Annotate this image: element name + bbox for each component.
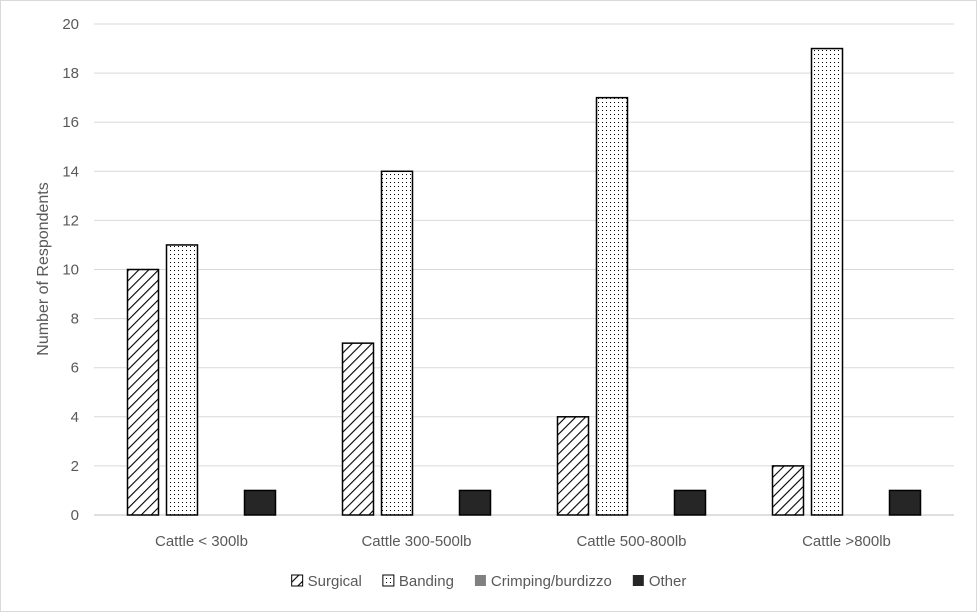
bar-other xyxy=(888,489,922,516)
gridlines xyxy=(94,23,954,516)
x-category-labels: Cattle < 300lb Cattle 300-500lb Cattle 500… xyxy=(155,533,891,550)
y-tick-label: 2 xyxy=(71,458,79,475)
y-tick-label: 6 xyxy=(71,360,79,377)
y-axis-title: Number of Respondents xyxy=(35,182,52,355)
legend-label-other: Other xyxy=(649,573,687,590)
y-tick-label: 20 xyxy=(62,16,79,33)
bar-banding xyxy=(595,96,629,516)
y-tick-label: 0 xyxy=(71,507,79,524)
y-tick-label: 18 xyxy=(62,65,79,82)
y-tick-label: 12 xyxy=(62,212,79,229)
bar-surgical xyxy=(126,268,160,516)
bar-banding xyxy=(810,47,844,516)
legend-swatch-banding xyxy=(382,574,395,587)
bar-surgical xyxy=(556,416,590,516)
bar-surgical xyxy=(771,465,805,516)
y-tick-label: 16 xyxy=(62,114,79,131)
y-tick-label: 4 xyxy=(71,409,79,426)
bar-surgical xyxy=(341,342,375,516)
legend-swatch-other xyxy=(632,575,644,586)
bar-banding xyxy=(165,244,199,516)
legend-swatch-crimping-burdizzo xyxy=(474,575,486,586)
y-tick-label: 14 xyxy=(62,163,79,180)
bar-other xyxy=(458,489,492,516)
y-tick-label: 10 xyxy=(62,262,79,279)
legend: Surgical Banding Crimping/burdizzo Other xyxy=(291,573,687,590)
x-category-label: Cattle 300-500lb xyxy=(361,533,471,550)
y-tick-label: 8 xyxy=(71,311,79,328)
bar-banding xyxy=(380,170,414,516)
legend-swatch-surgical xyxy=(291,574,304,587)
bar-other xyxy=(673,489,707,516)
legend-label-surgical: Surgical xyxy=(308,573,362,590)
bar-other xyxy=(243,489,277,516)
legend-label-crimping-burdizzo: Crimping/burdizzo xyxy=(491,573,612,590)
x-category-label: Cattle < 300lb xyxy=(155,533,248,550)
y-tick-labels: 0 2 4 6 8 10 12 14 16 18 20 xyxy=(62,16,79,524)
x-category-label: Cattle >800lb xyxy=(802,533,891,550)
legend-label-banding: Banding xyxy=(399,573,454,590)
bars xyxy=(126,47,922,516)
x-category-label: Cattle 500-800lb xyxy=(576,533,686,550)
